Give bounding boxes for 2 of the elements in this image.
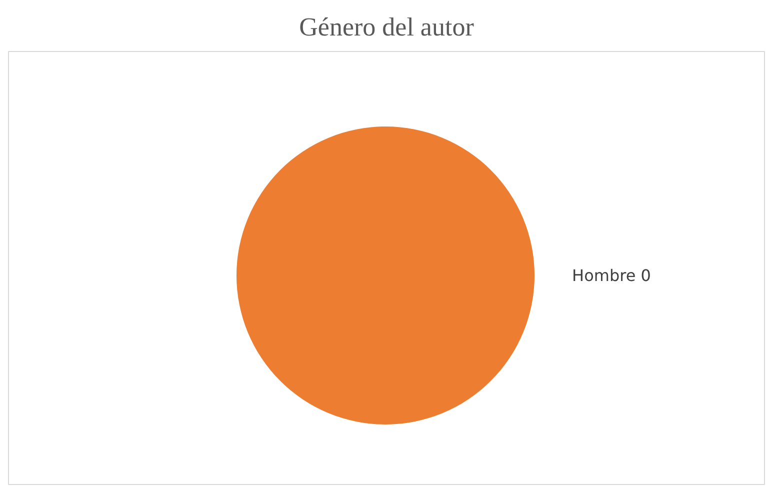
chart-title: Género del autor (299, 12, 474, 42)
category-label: Hombre 0 (572, 266, 651, 285)
